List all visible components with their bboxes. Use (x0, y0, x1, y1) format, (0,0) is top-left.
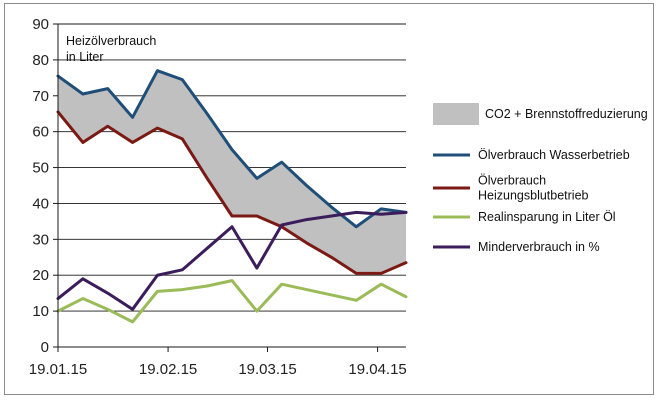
series-line-minderverbrauch-in (56, 210, 408, 311)
legend-label: Heizungsblutbetrieb (478, 189, 589, 203)
legend-label: Realinsparung in Liter Öl (478, 210, 616, 224)
y-tick-label: 90 (32, 16, 49, 33)
series-line-lverbrauch-wasserbetrieb (56, 69, 408, 229)
x-tick-label: 19.01.15 (29, 361, 87, 378)
series-line-lverbrauch-heizungsblutbetrieb (56, 110, 408, 275)
inner-title-line-1: Heizölverbrauch (66, 34, 156, 48)
legend-label: Ölverbrauch (478, 174, 546, 188)
legend-label: Minderverbrauch in % (478, 240, 600, 254)
x-tick-label: 19.04.15 (348, 361, 406, 378)
legend-label: Ölverbrauch Wasserbetrieb (478, 148, 630, 162)
co2-reduction-area (58, 70, 406, 274)
series-lines (56, 69, 408, 324)
axes (53, 23, 406, 352)
x-tick-label: 19.02.15 (139, 361, 197, 378)
legend-label: CO2 + Brennstoffreduzierung (485, 107, 648, 121)
y-tick-label: 10 (32, 303, 49, 320)
y-tick-label: 60 (32, 124, 49, 141)
x-tick-labels: 19.01.15 19.02.15 19.03.15 19.04.15 (29, 361, 407, 378)
inner-title-line-2: in Liter (66, 50, 104, 64)
y-tick-labels: 0 10 20 30 40 50 60 70 80 90 (32, 16, 49, 356)
y-tick-label: 0 (41, 339, 49, 356)
x-tick-label: 19.03.15 (238, 361, 296, 378)
chart-frame: 0 10 20 30 40 50 60 70 80 90 19.01.15 19.02.15 19.0… (4, 3, 654, 395)
y-tick-label: 40 (32, 195, 49, 212)
y-tick-label: 20 (32, 267, 49, 284)
y-tick-label: 50 (32, 160, 49, 177)
area-layer (58, 70, 406, 274)
legend-swatch-area (433, 103, 479, 125)
y-tick-label: 70 (32, 88, 49, 105)
y-tick-label: 30 (32, 231, 49, 248)
y-tick-label: 80 (32, 52, 49, 69)
legend: CO2 + Brennstoffreduzierung Ölverbrauch W… (433, 103, 648, 254)
series-line-realinsparung-in-liter-l (56, 279, 408, 324)
